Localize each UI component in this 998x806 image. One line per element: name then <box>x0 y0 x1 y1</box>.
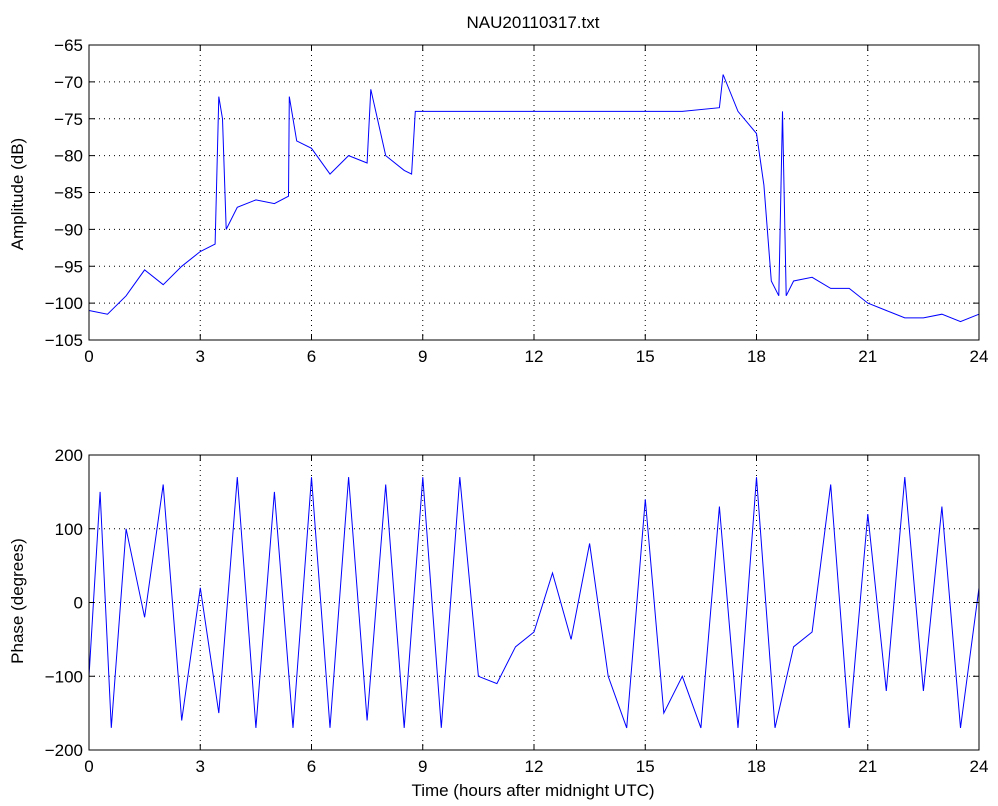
amplitude-chart-title: NAU20110317.txt <box>467 13 600 32</box>
phase-y-tick-label: −100 <box>45 667 83 686</box>
phase-y-tick-label: −200 <box>45 741 83 760</box>
phase-x-tick-label: 21 <box>858 757 877 776</box>
amplitude-x-tick-label: 6 <box>307 347 316 366</box>
amplitude-x-tick-label: 9 <box>418 347 427 366</box>
phase-y-axis-label: Phase (degrees) <box>8 538 27 664</box>
amplitude-panel: NAU20110317.txt Amplitude (dB) 0 3 6 9 12 15 1… <box>8 13 988 366</box>
phase-y-tick-label: 0 <box>74 594 83 613</box>
phase-panel: Phase (degrees) Time (hours after midnig… <box>8 446 988 800</box>
phase-x-tick-label: 0 <box>84 757 93 776</box>
amplitude-series-line <box>88 74 980 323</box>
amplitude-x-tick-label: 0 <box>84 347 93 366</box>
phase-x-tick-label: 6 <box>307 757 316 776</box>
amplitude-y-tick-label: −105 <box>45 331 83 350</box>
phase-x-axis-label: Time (hours after midnight UTC) <box>411 781 654 800</box>
phase-x-tick-label: 18 <box>747 757 766 776</box>
amplitude-y-tick-label: −80 <box>54 147 83 166</box>
amplitude-y-tick-label: −70 <box>54 73 83 92</box>
phase-y-tick-label: 100 <box>55 520 83 539</box>
phase-x-tick-label: 3 <box>196 757 205 776</box>
amplitude-y-axis-label: Amplitude (dB) <box>8 138 27 250</box>
amplitude-y-tick-label: −75 <box>54 110 83 129</box>
phase-y-tick-label: 200 <box>55 446 83 465</box>
phase-x-tick-label: 24 <box>970 757 989 776</box>
amplitude-x-tick-label: 15 <box>636 347 655 366</box>
phase-x-tick-label: 15 <box>636 757 655 776</box>
amplitude-x-tick-label: 24 <box>970 347 989 366</box>
amplitude-x-tick-label: 21 <box>858 347 877 366</box>
phase-x-tick-label: 12 <box>525 757 544 776</box>
amplitude-y-tick-label: −90 <box>54 220 83 239</box>
amplitude-y-tick-label: −65 <box>54 36 83 55</box>
amplitude-x-tick-label: 12 <box>525 347 544 366</box>
amplitude-y-tick-label: −100 <box>45 294 83 313</box>
phase-series-line <box>88 477 980 729</box>
amplitude-y-tick-label: −85 <box>54 184 83 203</box>
amplitude-x-tick-label: 3 <box>196 347 205 366</box>
amplitude-y-tick-label: −95 <box>54 257 83 276</box>
phase-x-tick-label: 9 <box>418 757 427 776</box>
amplitude-x-tick-label: 18 <box>747 347 766 366</box>
